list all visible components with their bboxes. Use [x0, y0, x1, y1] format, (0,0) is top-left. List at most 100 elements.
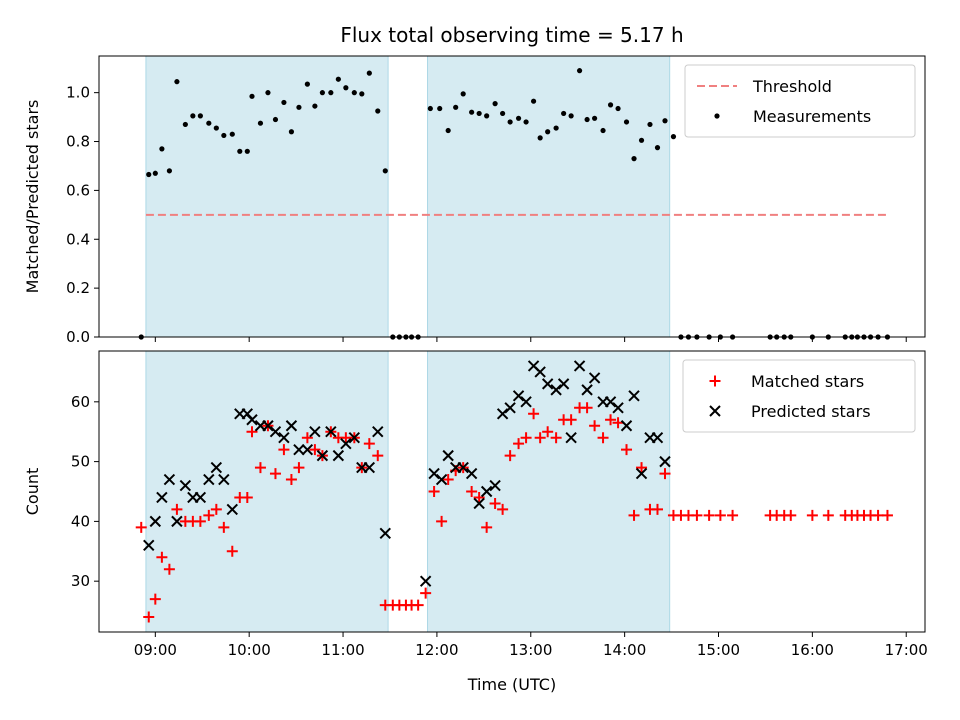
y-tick-label: 50 — [71, 453, 90, 471]
data-point — [714, 509, 726, 521]
data-point — [146, 171, 152, 178]
data-point — [257, 120, 264, 126]
legend-box — [684, 64, 916, 138]
y-tick-label: 0.0 — [66, 328, 90, 346]
data-point — [612, 402, 624, 414]
data-point — [427, 105, 433, 112]
data-point — [166, 168, 172, 174]
data-point — [557, 378, 570, 390]
legend: Matched stars Predicted stars — [682, 359, 916, 433]
data-point — [473, 491, 485, 503]
data-point — [621, 444, 633, 456]
data-point — [190, 113, 196, 119]
data-point — [473, 497, 485, 510]
data-point — [561, 110, 567, 117]
data-point — [541, 378, 554, 390]
data-point — [623, 119, 630, 125]
data-point — [588, 372, 601, 384]
data-point — [265, 90, 271, 96]
data-point — [631, 156, 637, 162]
data-point — [244, 148, 250, 154]
data-point — [278, 444, 290, 456]
data-point — [615, 105, 621, 112]
data-point — [565, 431, 577, 444]
data-point — [457, 461, 469, 474]
data-point — [301, 432, 313, 444]
data-point — [628, 509, 640, 521]
data-point — [512, 390, 525, 402]
x-tick-label: 16:00 — [791, 641, 834, 659]
data-point — [581, 402, 593, 414]
data-point — [135, 521, 147, 533]
legend-label: Measurements — [753, 107, 871, 126]
x-tick-label: 17:00 — [885, 641, 928, 659]
data-point — [340, 437, 352, 450]
data-point — [156, 551, 168, 563]
chart-title: Flux total observing time = 5.17 h — [340, 23, 683, 47]
legend-label: Predicted stars — [751, 402, 871, 421]
data-point — [545, 129, 551, 135]
data-point — [489, 479, 501, 492]
data-point — [343, 85, 349, 91]
data-point — [497, 503, 509, 515]
data-point — [534, 366, 546, 378]
data-point — [500, 110, 506, 117]
data-point — [550, 384, 562, 396]
data-point — [246, 414, 258, 426]
data-point — [620, 420, 633, 432]
data-point — [179, 479, 192, 492]
data-point — [359, 91, 365, 97]
data-point — [174, 79, 180, 85]
data-point — [600, 127, 606, 134]
count-panel: 30 40 50 60 09:00 10:00 11:00 12:00 13:00 14:00 15… — [23, 350, 928, 659]
x-tick-label: 10:00 — [228, 641, 271, 659]
data-point — [523, 119, 529, 125]
series-matched-stars — [135, 402, 893, 623]
data-point — [581, 384, 593, 396]
data-point — [568, 113, 574, 119]
data-point — [348, 431, 361, 444]
data-point — [194, 515, 206, 527]
data-point — [534, 432, 546, 444]
data-point — [727, 509, 739, 521]
data-point — [419, 575, 432, 587]
data-point — [309, 444, 321, 456]
legend-box — [682, 359, 916, 433]
data-point — [520, 432, 532, 444]
data-point — [515, 115, 522, 121]
data-point — [182, 121, 188, 128]
data-point — [254, 462, 266, 474]
data-point — [513, 438, 525, 450]
data-point — [332, 449, 345, 462]
x-tick-label: 14:00 — [603, 641, 646, 659]
data-point — [285, 474, 297, 486]
data-point — [504, 450, 516, 462]
data-point — [636, 462, 648, 474]
data-point — [480, 485, 493, 498]
data-point — [565, 414, 577, 426]
data-point — [226, 545, 238, 557]
data-point — [194, 491, 207, 504]
data-point — [589, 420, 601, 432]
data-point — [309, 426, 321, 438]
data-point — [466, 486, 478, 497]
data-point — [328, 90, 334, 96]
data-point — [442, 449, 454, 462]
data-point — [293, 462, 305, 474]
observing-window — [145, 55, 389, 338]
data-point — [379, 527, 391, 540]
y-tick-label: 40 — [71, 512, 90, 530]
ratio-panel: 0.0 0.2 0.4 0.6 0.8 1.0 Matched/Predicted star… — [23, 55, 926, 346]
data-point — [159, 146, 165, 152]
data-point — [420, 587, 432, 599]
data-point — [163, 473, 176, 486]
data-point — [492, 101, 498, 107]
data-point — [269, 468, 281, 480]
data-point — [229, 131, 235, 137]
data-point — [372, 426, 384, 438]
legend-label: Threshold — [752, 77, 832, 96]
data-point — [437, 105, 443, 112]
data-point — [149, 515, 162, 528]
x-tick-label: 11:00 — [321, 641, 364, 659]
